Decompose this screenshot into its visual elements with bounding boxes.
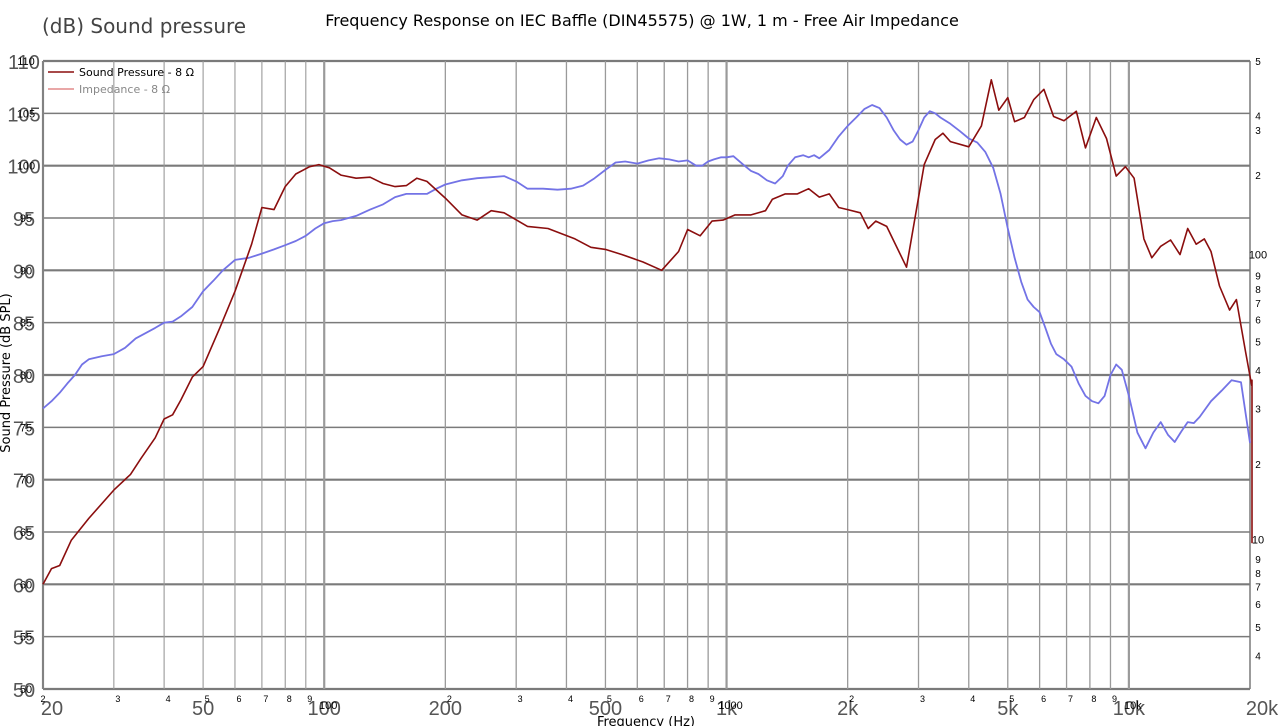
y-tick-label-small: 70 — [20, 475, 32, 487]
x-tick-label: 5k — [997, 698, 1019, 720]
y-tick-label: 70 — [13, 471, 35, 493]
right-tick-label: 6 — [1255, 600, 1261, 611]
y-tick-label-small: 105 — [17, 108, 35, 120]
y-tick-label-small: 65 — [20, 527, 32, 539]
x-tick-label-small: 7 — [666, 694, 671, 704]
y-tick-label: 60 — [13, 575, 35, 597]
right-axis-tick-labels: 5 4 2 3 100 9 8 7 6 5 4 3 2 10 9 8 7 6 5 4 — [1249, 57, 1267, 663]
y-tick-label: 105 — [7, 104, 40, 126]
right-tick-label: 7 — [1255, 299, 1261, 310]
x-tick-label: 1k — [716, 698, 738, 720]
x-tick-label-small: 6 — [1041, 694, 1046, 704]
y-tick-label-small: 90 — [20, 265, 32, 277]
x-tick-label-small: 8 — [1091, 694, 1096, 704]
right-tick-label: 6 — [1255, 316, 1261, 327]
x-tick-label: 2k — [837, 698, 859, 720]
y-tick-label-small: 85 — [20, 318, 32, 330]
right-tick-label: 4 — [1255, 652, 1261, 663]
x-tick-label-small: 7 — [1068, 694, 1073, 704]
x-tick-label: 500 — [589, 698, 622, 720]
y-tick-label-small: 95 — [20, 213, 32, 225]
chart-title: Frequency Response on IEC Baffle (DIN455… — [325, 11, 959, 30]
right-tick-label: 4 — [1255, 111, 1261, 122]
y-axis-label: Sound Pressure (dB SPL) — [0, 293, 14, 453]
x-tick-label-small: 3 — [920, 694, 925, 704]
right-tick-label: 5 — [1255, 623, 1261, 634]
corner-axis-label: (dB) Sound pressure — [42, 14, 246, 38]
right-tick-label: 10 — [1252, 534, 1264, 546]
x-tick-label-small: 6 — [236, 694, 241, 704]
y-tick-label: 110 — [8, 52, 40, 74]
right-tick-label: 2 — [1255, 171, 1261, 182]
grid — [41, 59, 1251, 691]
y-tick-label-small: 60 — [20, 579, 32, 591]
x-tick-label: 20 — [41, 698, 63, 720]
series-line-sound-pressure — [42, 79, 1253, 585]
x-tick-label-small: 8 — [689, 694, 694, 704]
y-tick-label: 65 — [13, 523, 35, 545]
y-tick-label: 90 — [13, 261, 35, 283]
right-tick-label: 9 — [1255, 272, 1261, 283]
x-tick-label-small: 9 — [710, 694, 715, 704]
legend: Sound Pressure - 8 Ω Impedance - 8 Ω — [48, 66, 194, 96]
x-tick-label-small: 5 — [1009, 694, 1014, 704]
y-tick-label: 100 — [7, 157, 40, 179]
right-tick-label: 5 — [1255, 57, 1261, 68]
y-tick-label-small: 75 — [20, 422, 32, 434]
x-tick-label-small: 2 — [447, 694, 452, 704]
x-tick-label-small: 100 — [319, 700, 337, 712]
right-tick-label: 2 — [1255, 460, 1261, 471]
legend-label-sound-pressure: Sound Pressure - 8 Ω — [79, 66, 194, 79]
right-tick-label: 9 — [1255, 555, 1261, 566]
x-axis-label: Frequency (Hz) — [597, 715, 695, 726]
x-tick-label-small: 4 — [568, 694, 573, 704]
y-tick-label: 85 — [13, 314, 35, 336]
x-tick-label-small: 4 — [970, 694, 975, 704]
y-tick-label: 55 — [13, 628, 35, 650]
x-tick-label: 10k — [1113, 698, 1146, 720]
right-tick-label: 3 — [1255, 126, 1261, 137]
right-tick-label: 5 — [1255, 338, 1261, 349]
right-tick-label: 8 — [1255, 285, 1261, 296]
x-tick-label-small: 8 — [287, 694, 292, 704]
x-tick-label-small: 6 — [639, 694, 644, 704]
x-tick-label-small: 4 — [166, 694, 171, 704]
x-tick-label-small: 2 — [40, 694, 45, 704]
right-tick-label: 7 — [1255, 582, 1261, 593]
x-tick-label: 200 — [429, 698, 462, 720]
x-tick-label-small: 5 — [607, 694, 612, 704]
series-line-impedance — [42, 104, 1251, 450]
right-tick-label: 3 — [1255, 404, 1261, 415]
right-tick-label: 8 — [1255, 569, 1261, 580]
y-tick-label-small: 50 — [20, 684, 32, 696]
x-tick-label-small: 1000 — [718, 700, 742, 712]
x-tick-label-small: 5 — [205, 694, 210, 704]
y-tick-label: 50 — [13, 680, 35, 702]
x-tick-label-small: 9 — [307, 694, 312, 704]
x-tick-label: 100 — [308, 698, 341, 720]
y-tick-label: 75 — [13, 418, 35, 440]
y-tick-label-small: 80 — [20, 370, 32, 382]
x-tick-label: 20k — [1246, 698, 1279, 720]
x-tick-label-small: 7 — [263, 694, 268, 704]
y-tick-label-small: 110 — [17, 56, 35, 68]
right-tick-label: 100 — [1249, 250, 1267, 262]
x-tick-label-small: 9 — [1112, 694, 1117, 704]
y-tick-label-small: 100 — [17, 161, 35, 173]
x-tick-label-small: 10k — [1124, 700, 1142, 712]
y-tick-labels: 1101101051051001009595909085858080757570… — [7, 52, 40, 702]
x-tick-label: 50 — [192, 698, 214, 720]
y-tick-label-small: 55 — [20, 632, 32, 644]
x-tick-label-small: 3 — [518, 694, 523, 704]
right-tick-label: 4 — [1255, 366, 1261, 377]
series-group — [42, 79, 1253, 585]
legend-label-impedance: Impedance - 8 Ω — [79, 83, 170, 96]
y-tick-label: 95 — [13, 209, 35, 231]
x-tick-label-small: 2 — [849, 694, 854, 704]
x-tick-label-small: 3 — [115, 694, 120, 704]
y-tick-label: 80 — [13, 366, 35, 388]
